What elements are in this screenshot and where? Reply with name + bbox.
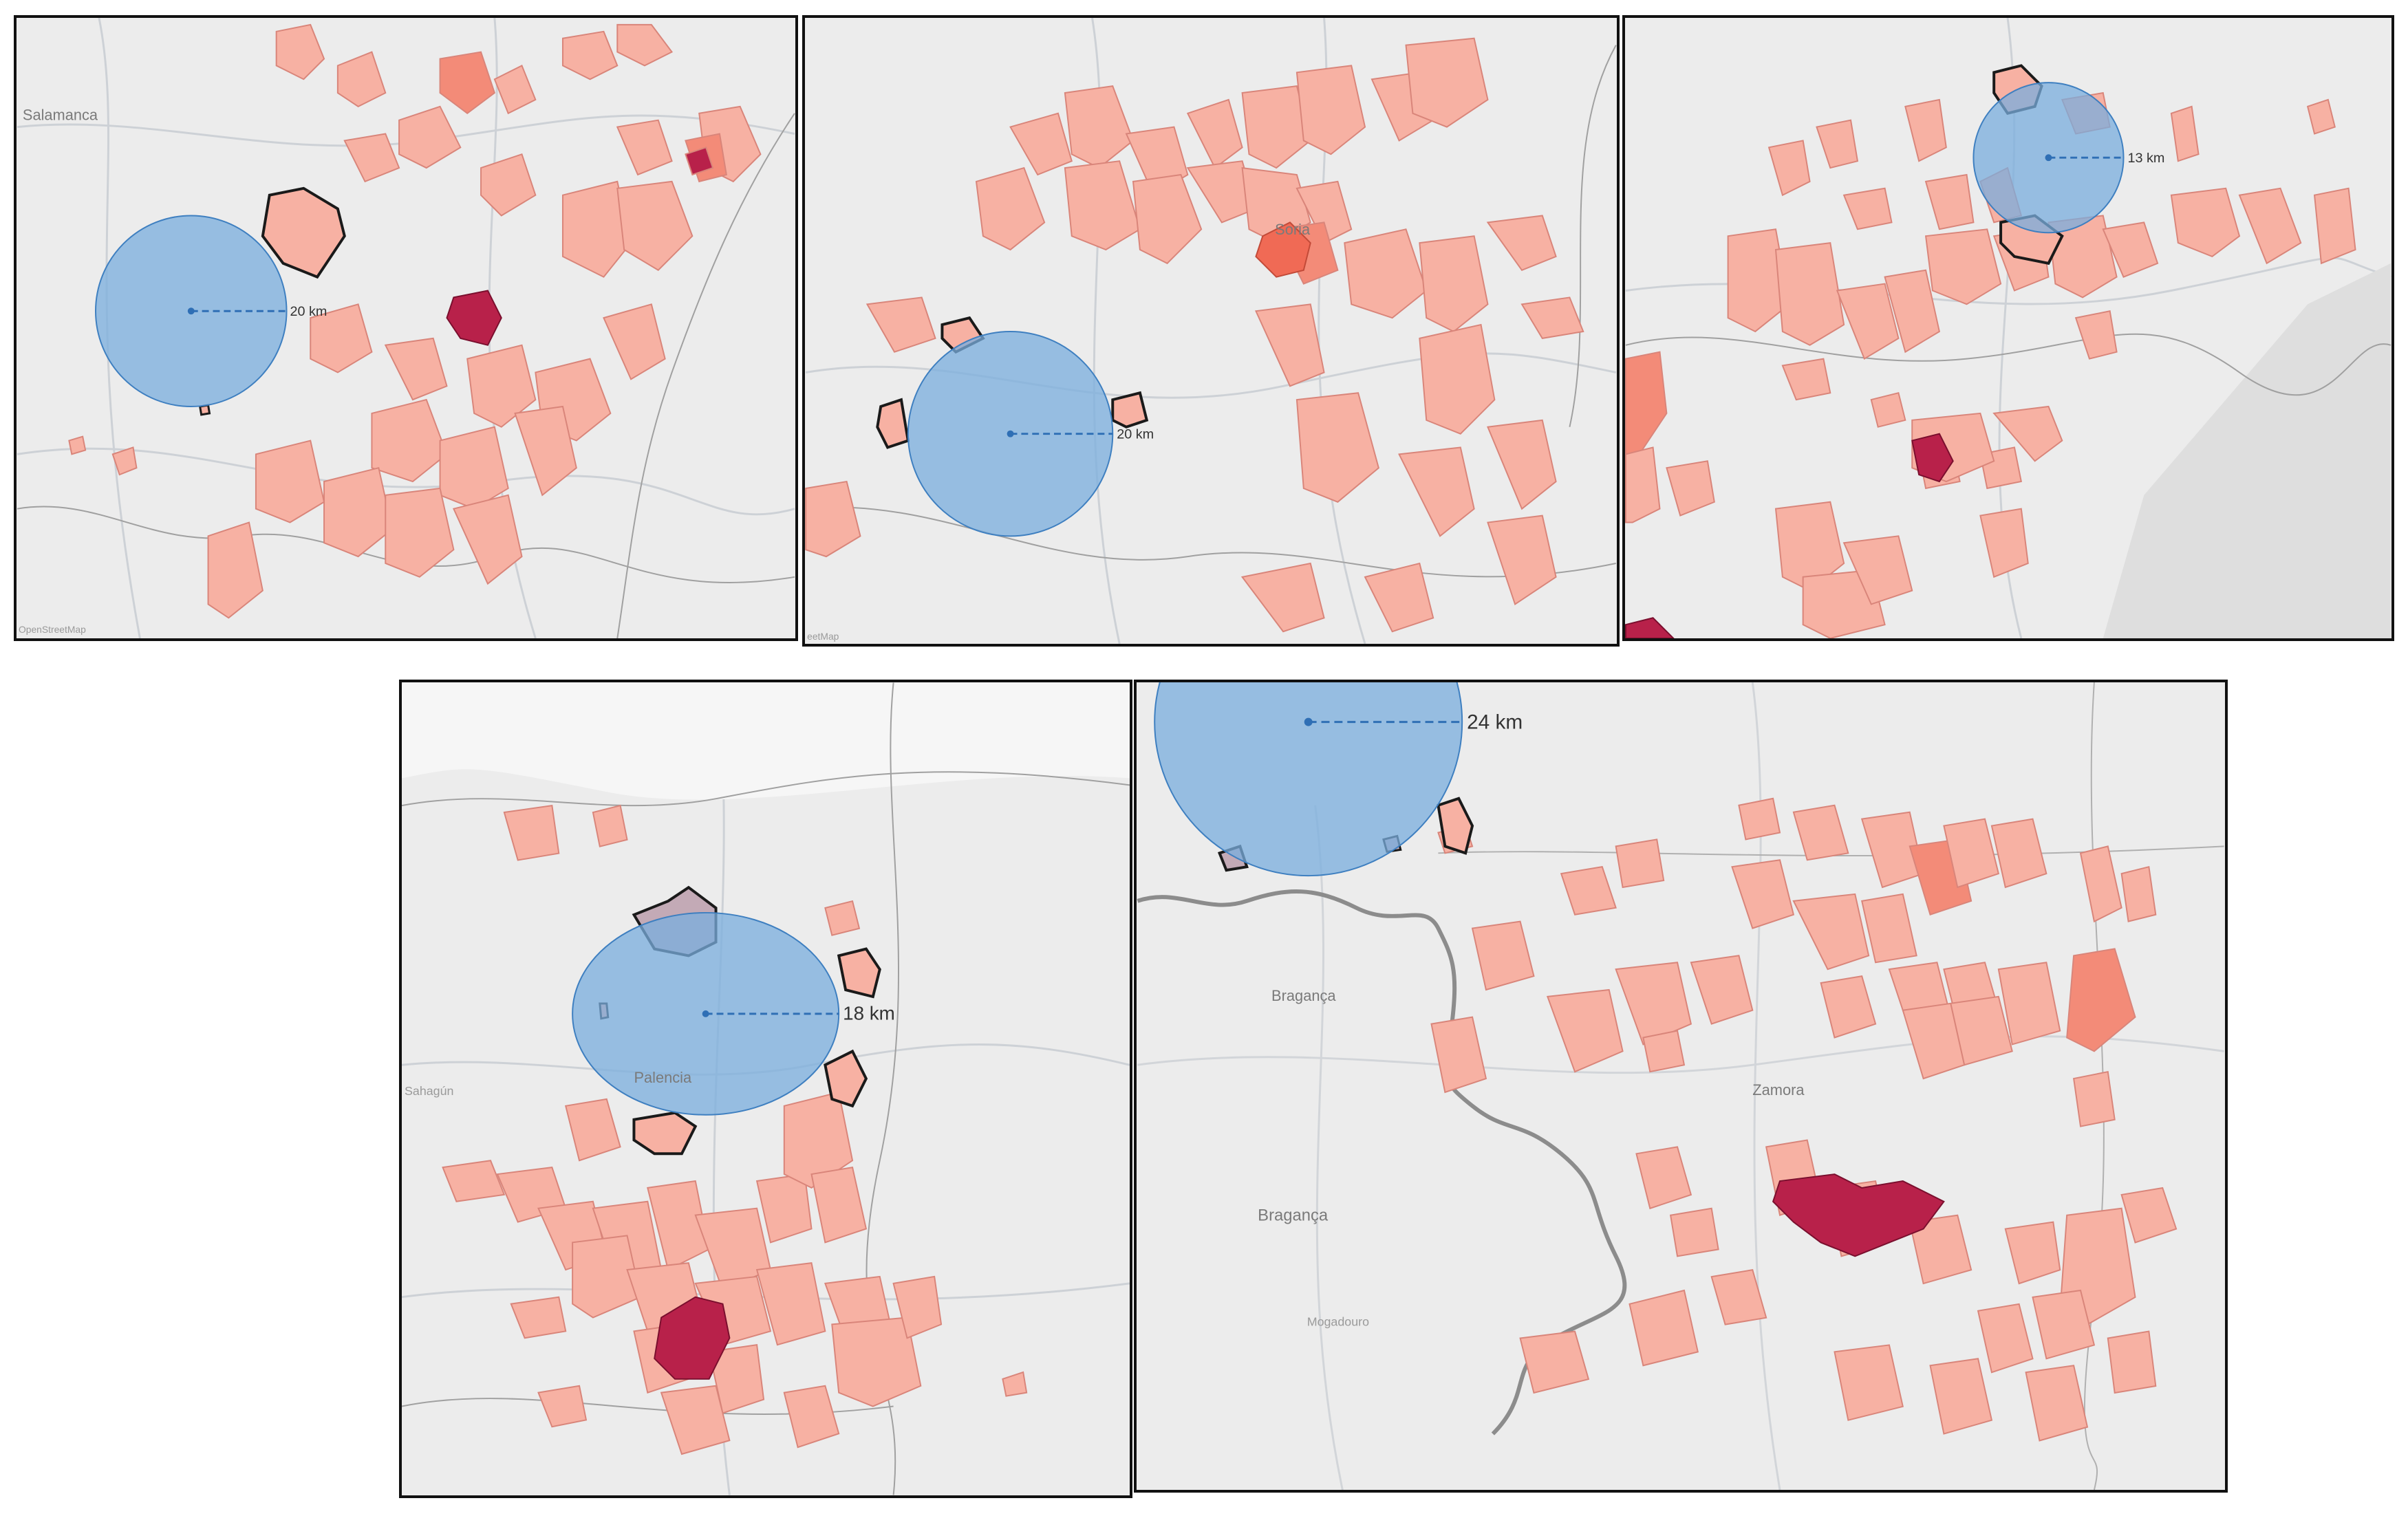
radius-label: 20 km — [290, 304, 327, 319]
highlighted-municipality[interactable] — [632, 1111, 698, 1156]
place-label-braganca: Bragança — [1258, 1206, 1329, 1225]
target-municipality[interactable] — [654, 1296, 731, 1380]
target-municipality[interactable] — [1772, 1173, 1945, 1257]
buffer-center — [2045, 154, 2052, 162]
map-panel-5[interactable]: 24 km Bragança Bragança Zamora Mogadouro — [1134, 680, 2228, 1493]
target-municipality[interactable] — [1255, 221, 1311, 278]
map-attribution: OpenStreetMap — [19, 624, 86, 635]
place-label-sahagun: Sahagún — [405, 1084, 454, 1098]
map-canvas-2[interactable]: 20 km Soria eetMap — [805, 18, 1617, 644]
map-canvas-3[interactable]: 13 km — [1625, 18, 2391, 638]
base-roads — [1137, 682, 2224, 1490]
radius-label: 20 km — [1117, 427, 1154, 442]
buffer-center — [1007, 430, 1014, 437]
place-label-soria: Soria — [1275, 221, 1311, 238]
radius-label: 13 km — [2127, 151, 2164, 166]
municipalities — [68, 23, 762, 619]
radius-label: 18 km — [843, 1003, 895, 1024]
map-canvas-5[interactable]: 24 km Bragança Bragança Zamora Mogadouro — [1137, 682, 2225, 1490]
buffer-center — [187, 307, 195, 315]
target-municipality[interactable] — [1911, 433, 1954, 483]
map-canvas-1[interactable]: 20 km Salamanca OpenStreetMap — [17, 18, 795, 638]
highlighted-municipality[interactable] — [1437, 797, 1474, 855]
target-municipality-edge[interactable] — [1625, 617, 1675, 638]
municipalities — [1625, 91, 2356, 638]
map-attribution: eetMap — [807, 631, 839, 642]
buffer-center — [1304, 717, 1313, 726]
buffer-center — [702, 1010, 709, 1017]
municipalities — [1430, 797, 2178, 1442]
place-label-salamanca: Salamanca — [23, 107, 98, 124]
admin-borders — [806, 45, 1617, 578]
highlighted-municipality[interactable] — [1111, 391, 1149, 429]
admin-borders — [17, 113, 795, 638]
highlighted-municipality[interactable] — [876, 398, 910, 449]
target-municipality[interactable] — [446, 290, 502, 346]
place-label-palencia: Palencia — [634, 1069, 692, 1086]
map-panel-3[interactable]: 13 km — [1622, 15, 2394, 641]
place-label-mogadouro: Mogadouro — [1307, 1315, 1369, 1329]
map-panel-2[interactable]: 20 km Soria eetMap — [802, 15, 1620, 647]
highlighted-municipality[interactable] — [837, 947, 881, 999]
map-panel-4[interactable]: 18 km Palencia Sahagún — [399, 680, 1132, 1498]
radius-label: 24 km — [1467, 711, 1523, 734]
municipalities — [442, 804, 1028, 1455]
map-canvas-4[interactable]: 18 km Palencia Sahagún — [402, 682, 1130, 1495]
terrain-shading — [2103, 263, 2391, 638]
municipalities — [805, 37, 1584, 633]
map-panel-1[interactable]: 20 km Salamanca OpenStreetMap — [14, 15, 798, 641]
highlighted-municipality[interactable] — [261, 186, 346, 279]
place-label-braganca-district: Bragança — [1271, 987, 1336, 1004]
buffer-circle[interactable] — [1154, 682, 1463, 877]
terrain-shading — [402, 682, 1130, 800]
place-label-zamora: Zamora — [1752, 1081, 1805, 1098]
highlighted-municipality[interactable] — [824, 1049, 868, 1108]
